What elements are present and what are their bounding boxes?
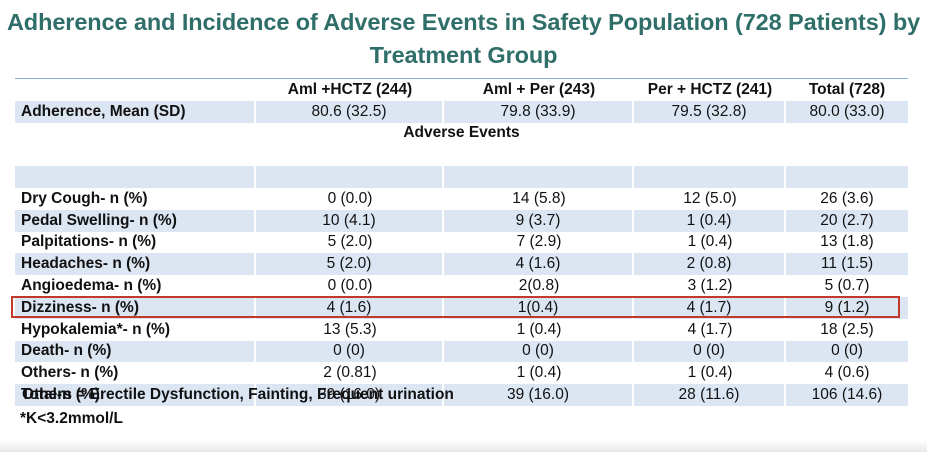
table-cell: 79.5 (32.8) bbox=[634, 100, 786, 123]
spacer-row bbox=[15, 166, 908, 188]
table-cell: 0 (0) bbox=[831, 342, 863, 360]
table-cell: 2(0.8) bbox=[518, 277, 560, 295]
hypokalemia-highlight-box bbox=[11, 296, 900, 318]
table-cell: 1 (0.4) bbox=[516, 320, 562, 338]
header-cell: Aml + Per (243) bbox=[482, 80, 596, 98]
table-row: Pedal Swelling- n (%) 10 (4.1) 9 (3.7) 1 (0… bbox=[15, 209, 908, 232]
table-cell: 18 (2.5) bbox=[820, 320, 874, 338]
table-cell: 79.8 (33.9) bbox=[444, 100, 634, 123]
table-cell: 12 (5.0) bbox=[683, 189, 737, 207]
table-row: Total-n (%) 39 (16.0) 39 (16.0) 28 (11.6) 10… bbox=[15, 384, 908, 406]
table-cell: 14 (5.8) bbox=[512, 189, 566, 207]
table-cell: 9 (3.7) bbox=[444, 209, 634, 232]
table-cell: 1 (0.4) bbox=[687, 364, 733, 382]
table-row: Palpitations- n (%) 5 (2.0) 7 (2.9) 1 (0.4)… bbox=[15, 232, 908, 254]
table-cell: 5 (2.0) bbox=[256, 253, 444, 276]
table-row: Angioedema- n (%) 0 (0.0) 2(0.8) 3 (1.2) 5 (… bbox=[15, 275, 908, 297]
footnote-others: Others = Erectile Dysfunction, Fainting,… bbox=[22, 386, 454, 403]
table-cell: 26 (3.6) bbox=[820, 189, 874, 207]
row-label: Dizziness- n (%) bbox=[15, 296, 256, 319]
section-row: Adverse Events bbox=[15, 123, 908, 145]
table-cell: 28 (11.6) bbox=[634, 384, 786, 406]
row-label: Palpitations- n (%) bbox=[21, 233, 157, 251]
spacer-row bbox=[15, 144, 908, 166]
table-cell: 39 (16.0) bbox=[444, 384, 634, 406]
table-cell: 80.0 (33.0) bbox=[809, 102, 885, 120]
table-cell: 0 (0) bbox=[634, 340, 786, 363]
event-rows: Dry Cough- n (%) 0 (0.0) 14 (5.8) 12 (5.0) 2… bbox=[15, 188, 908, 406]
row-label: Total-n (%) bbox=[15, 384, 256, 406]
footnote-potassium: *K<3.2mmol/L bbox=[20, 410, 123, 427]
adverse-events-table: Aml +HCTZ (244) Aml + Per (243) Per + HC… bbox=[15, 78, 908, 406]
table-row: Death- n (%) 0 (0) 0 (0) 0 (0) 0 (0) bbox=[15, 340, 908, 363]
table-cell: 13 (5.3) bbox=[323, 320, 377, 338]
row-label: Others- n (%) bbox=[21, 364, 119, 382]
table-cell: 1 (0.4) bbox=[687, 233, 733, 251]
row-label: Adherence, Mean (SD) bbox=[15, 100, 256, 123]
adherence-row: Adherence, Mean (SD) 80.6 (32.5) 79.8 (3… bbox=[15, 100, 908, 123]
table-row: Dry Cough- n (%) 0 (0.0) 14 (5.8) 12 (5.0) 2… bbox=[15, 188, 908, 210]
table-cell: 10 (4.1) bbox=[256, 209, 444, 232]
section-label: Adverse Events bbox=[403, 124, 520, 142]
table-cell: 2 (0.8) bbox=[634, 253, 786, 276]
row-label: Dry Cough- n (%) bbox=[21, 189, 148, 207]
table-cell: 13 (1.8) bbox=[820, 233, 874, 251]
bottom-edge bbox=[0, 440, 927, 452]
table-cell: 1(0.4) bbox=[444, 296, 634, 319]
table-cell: 3 (1.2) bbox=[687, 277, 733, 295]
empty-cell bbox=[634, 166, 786, 188]
table-cell: 1 (0.4) bbox=[516, 364, 562, 382]
empty-cell bbox=[15, 166, 256, 188]
table-cell: 4 (1.6) bbox=[444, 253, 634, 276]
header-cell: Total (728) bbox=[808, 80, 886, 98]
table-row: Others- n (%) 2 (0.81) 1 (0.4) 1 (0.4) 4 (0.… bbox=[15, 362, 908, 384]
row-label: Hypokalemia*- n (%) bbox=[21, 320, 171, 338]
table-cell: 4 (1.6) bbox=[256, 296, 444, 319]
table-cell: 0 (0) bbox=[444, 340, 634, 363]
row-label: Angioedema- n (%) bbox=[21, 277, 162, 295]
empty-cell bbox=[256, 166, 444, 188]
table-cell: 106 (14.6) bbox=[811, 386, 883, 404]
table-cell: 20 (2.7) bbox=[820, 211, 874, 229]
row-label: Death- n (%) bbox=[15, 340, 256, 363]
table-cell: 4 (1.7) bbox=[634, 296, 786, 319]
header-cell: Per + HCTZ (241) bbox=[647, 80, 773, 98]
empty-cell bbox=[786, 166, 908, 188]
table-row: Headaches- n (%) 5 (2.0) 4 (1.6) 2 (0.8) 11 … bbox=[15, 253, 908, 276]
table-cell: 2 (0.81) bbox=[323, 364, 377, 382]
header-cell bbox=[15, 79, 256, 101]
table-row: Hypokalemia*- n (%) 13 (5.3) 1 (0.4) 4 (1.7… bbox=[15, 319, 908, 341]
table-header-row: Aml +HCTZ (244) Aml + Per (243) Per + HC… bbox=[15, 79, 908, 101]
table-cell: 39 (16.0) bbox=[256, 384, 444, 406]
table-cell: 11 (1.5) bbox=[820, 255, 874, 273]
table-cell: 4 (0.6) bbox=[824, 364, 870, 382]
page-title: Adherence and Incidence of Adverse Event… bbox=[6, 9, 921, 68]
table-cell: 4 (1.7) bbox=[687, 320, 733, 338]
table-cell: 0 (0.0) bbox=[327, 277, 373, 295]
table-cell: 5 (0.7) bbox=[824, 277, 870, 295]
table-cell: 9 (1.2) bbox=[824, 298, 870, 316]
row-label: Headaches- n (%) bbox=[15, 253, 256, 276]
row-label: Pedal Swelling- n (%) bbox=[15, 209, 256, 232]
table-cell: 7 (2.9) bbox=[516, 233, 562, 251]
table-cell: 0 (0.0) bbox=[327, 189, 373, 207]
table-cell: 80.6 (32.5) bbox=[256, 100, 444, 123]
header-cell: Aml +HCTZ (244) bbox=[287, 80, 413, 98]
empty-cell bbox=[444, 166, 634, 188]
table-cell: 1 (0.4) bbox=[634, 209, 786, 232]
table-row: Dizziness- n (%) 4 (1.6) 1(0.4) 4 (1.7) 9 (1… bbox=[15, 296, 908, 319]
table-cell: 0 (0) bbox=[256, 340, 444, 363]
table-cell: 5 (2.0) bbox=[327, 233, 373, 251]
